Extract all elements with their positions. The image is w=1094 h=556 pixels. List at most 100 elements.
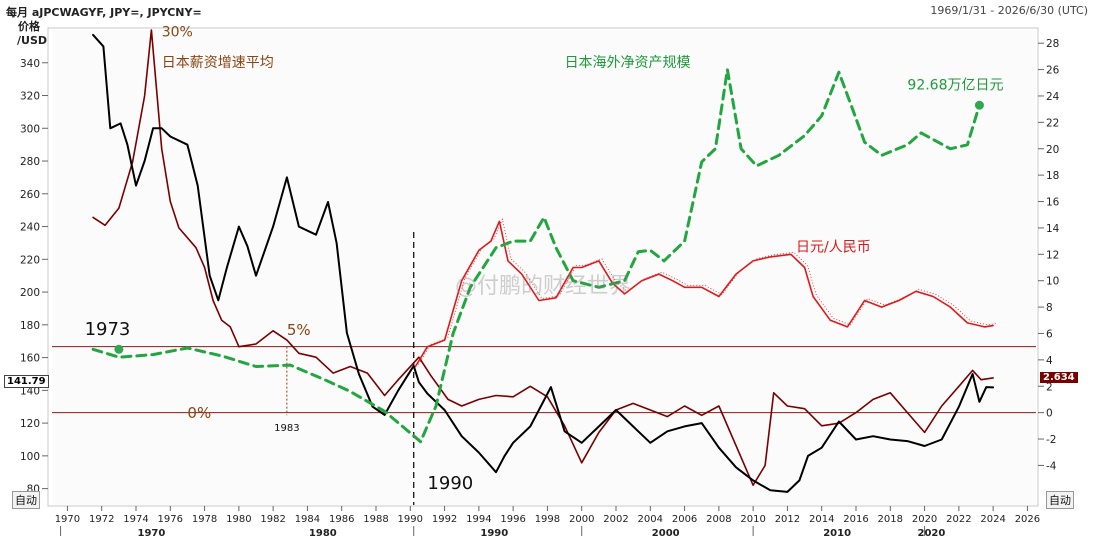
x-tick-label: 2016 <box>843 514 868 525</box>
x-tick-label: 2022 <box>946 514 971 525</box>
reference-lines-layer <box>52 232 1036 505</box>
x-tick-label: 1992 <box>432 514 457 525</box>
annotation-1983: 1983 <box>274 423 299 434</box>
x-axis: 1970 1972 1974 1976 1978 1980 1982 1984 1986 1988… <box>55 506 1040 539</box>
right-tick-label: 16 <box>1046 197 1060 209</box>
annotation-net-foreign-assets: 日本海外净资产规模 <box>565 55 691 71</box>
left-tick-label: 280 <box>20 156 40 168</box>
right-tick-label: 6 <box>1046 328 1053 340</box>
right-tick-label: 12 <box>1046 249 1059 261</box>
right-tick-label: 24 <box>1046 91 1060 103</box>
annotation-wage-growth: 日本薪资增速平均 <box>162 55 274 71</box>
left-tick-label: 200 <box>20 287 40 299</box>
right-tick-label: 10 <box>1046 276 1059 288</box>
x-tick-label: 1980 <box>226 514 251 525</box>
right-tick-label: -2 <box>1046 434 1056 446</box>
left-axis-title-2: /USD <box>17 34 47 47</box>
right-tick-label: 2 <box>1046 381 1053 393</box>
marker-latest-nfa <box>974 100 984 110</box>
left-tick-label: 300 <box>20 123 40 135</box>
right-tick-label: 14 <box>1046 223 1060 235</box>
annotation-0pct: 0% <box>187 404 211 422</box>
x-tick-label: 1996 <box>500 514 525 525</box>
x-tick-label: 1970 <box>55 514 80 525</box>
left-tick-label: 180 <box>20 320 40 332</box>
series-line-yen-cny-average <box>418 217 997 365</box>
right-tick-label: 8 <box>1046 302 1053 314</box>
left-tick-label: 140 <box>20 385 40 397</box>
x-tick-label: 2010 <box>740 514 765 525</box>
last-price-left-tag: 141.79 <box>4 375 49 388</box>
x-decade-label: 2010 <box>823 528 851 539</box>
x-tick-label: 1984 <box>295 514 320 525</box>
x-tick-label: 2008 <box>706 514 731 525</box>
right-tick-label: 28 <box>1046 38 1059 50</box>
left-tick-label: 340 <box>20 58 40 70</box>
grid-layer <box>52 30 1036 505</box>
series-line-yen-cny <box>414 220 994 368</box>
x-tick-label: 1978 <box>192 514 217 525</box>
plot-background <box>52 30 1036 505</box>
x-decade-label: 1970 <box>138 528 166 539</box>
x-tick-label: 1982 <box>260 514 285 525</box>
annotation-30pct: 30% <box>162 25 193 41</box>
x-tick-label: 1972 <box>89 514 114 525</box>
left-tick-label: 160 <box>20 353 40 365</box>
left-tick-label: 220 <box>20 254 40 266</box>
series-line-yen-usd <box>92 33 995 493</box>
annotation-yen-cny: 日元/人民币 <box>796 240 871 256</box>
last-price-right-tag: 2.634 <box>1040 372 1078 383</box>
series-layer <box>91 29 997 493</box>
x-tick-label: 2024 <box>980 514 1005 525</box>
x-tick-label: 1986 <box>329 514 354 525</box>
x-tick-label: 1990 <box>398 514 423 525</box>
x-tick-label: 2000 <box>569 514 594 525</box>
annotation-1990: 1990 <box>427 473 473 494</box>
x-tick-label: 2006 <box>672 514 697 525</box>
marker-1973 <box>114 344 124 354</box>
right-tick-label: 26 <box>1046 65 1060 77</box>
left-tick-label: 120 <box>20 418 40 430</box>
chart-header-daterange: 1969/1/31 - 2026/6/30 (UTC) <box>930 4 1088 17</box>
annotation-nfa-value: 92.68万亿日元 <box>907 77 1003 93</box>
right-tick-label: 4 <box>1046 355 1053 367</box>
x-tick-label: 2018 <box>878 514 903 525</box>
left-tick-label: 240 <box>20 222 40 234</box>
x-tick-label: 2002 <box>603 514 628 525</box>
x-tick-label: 2012 <box>775 514 800 525</box>
x-tick-label: 2004 <box>638 514 663 525</box>
left-tick-label: 260 <box>20 189 40 201</box>
right-tick-label: 20 <box>1046 144 1059 156</box>
x-decade-label: 1990 <box>480 528 508 539</box>
left-tick-label: 320 <box>20 91 40 103</box>
x-tick-label: 1974 <box>123 514 148 525</box>
annotation-1973: 1973 <box>85 319 131 340</box>
x-tick-label: 1976 <box>158 514 183 525</box>
plot-area-border <box>47 27 1039 507</box>
x-decade-label: 2000 <box>652 528 680 539</box>
left-axis: 8010012014016018020022024026028030032034… <box>20 58 48 496</box>
auto-scale-left-button[interactable]: 自动 <box>12 491 40 509</box>
watermark: @付鹏的财经世界 <box>455 274 632 299</box>
auto-scale-right-button[interactable]: 自动 <box>1046 491 1074 509</box>
right-tick-label: -4 <box>1046 460 1057 472</box>
chart-header-series: 每月 aJPCWAGYF, JPY=, JPYCNY= <box>6 6 202 19</box>
x-decade-label: 1980 <box>309 528 337 539</box>
x-decade-label: 2020 <box>918 528 946 539</box>
left-tick-label: 100 <box>20 451 40 463</box>
x-tick-label: 1998 <box>535 514 560 525</box>
series-line-wage-growth <box>92 29 994 486</box>
x-tick-label: 1994 <box>466 514 491 525</box>
right-tick-label: 18 <box>1046 170 1059 182</box>
x-tick-label: 2020 <box>912 514 937 525</box>
right-tick-label: 22 <box>1046 117 1059 129</box>
left-axis-title-1: 价格 <box>18 19 41 33</box>
right-tick-label: 0 <box>1046 408 1053 420</box>
x-tick-label: 2026 <box>1015 514 1040 525</box>
annotation-5pct: 5% <box>287 321 311 339</box>
x-tick-label: 1988 <box>363 514 388 525</box>
